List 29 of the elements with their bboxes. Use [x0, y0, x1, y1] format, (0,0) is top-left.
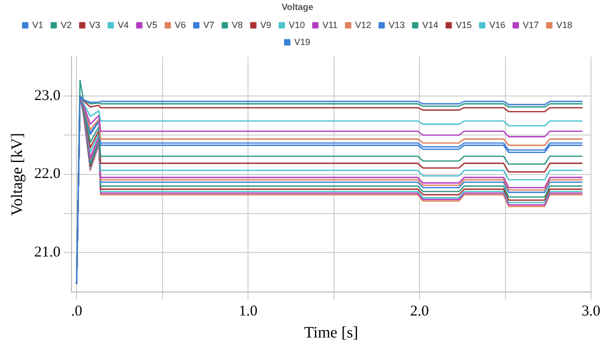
legend-label: V17 — [522, 20, 539, 30]
x-tick-label: 1.0 — [238, 304, 258, 320]
y-tick-label: 22.0 — [34, 166, 60, 182]
legend-label: V12 — [355, 20, 372, 30]
legend-label: V18 — [556, 20, 572, 30]
y-tick-label: 23.0 — [34, 88, 60, 104]
x-tick-label: 3.0 — [582, 304, 600, 320]
legend-label: V6 — [174, 20, 186, 30]
legend-label: V8 — [232, 20, 243, 30]
y-axis-title: Voltage [kV] — [8, 132, 26, 216]
legend-label: V19 — [294, 36, 310, 47]
y-tick-label: 21.0 — [34, 244, 60, 261]
x-tick-label: .0 — [70, 304, 82, 320]
x-axis-title: Time [s] — [304, 324, 358, 342]
legend-label: V15 — [456, 20, 472, 30]
legend-label: V2 — [60, 20, 72, 30]
chart-title: Voltage — [282, 2, 314, 12]
legend-label: V14 — [422, 20, 438, 30]
legend-label: V9 — [260, 20, 272, 30]
legend-label: V7 — [203, 20, 214, 30]
legend-label: V4 — [118, 20, 129, 30]
legend-label: V1 — [32, 20, 44, 30]
legend-label: V3 — [89, 20, 100, 30]
legend-label: V5 — [146, 20, 158, 30]
legend-label: V16 — [489, 20, 506, 30]
legend-label: V10 — [288, 20, 305, 30]
legend-label: V11 — [322, 20, 338, 30]
legend-label: V13 — [388, 20, 405, 30]
x-tick-label: 2.0 — [410, 304, 429, 320]
